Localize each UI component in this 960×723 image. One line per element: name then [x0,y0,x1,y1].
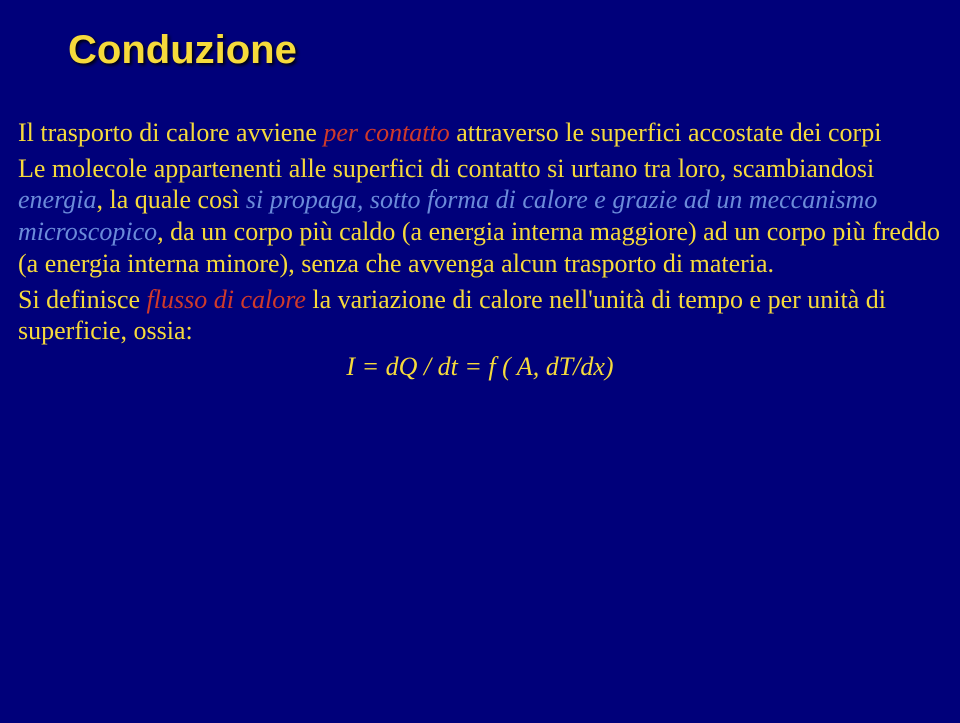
per-contatto: per contatto [323,118,449,147]
p1-lead: Il trasporto di calore avviene [18,118,323,147]
paragraph-3: Si definisce flusso di calore la variazi… [18,284,942,347]
energia: energia [18,185,96,214]
p2-t1: Le molecole appartenenti alle superfici … [18,154,874,183]
p1-rest: attraverso le superfici accostate dei co… [450,118,882,147]
slide: Conduzione Il trasporto di calore avvien… [0,0,960,723]
p2-t3: , da un corpo più caldo (a energia inter… [18,217,940,278]
p3-t1: Si definisce [18,285,147,314]
slide-body: Il trasporto di calore avviene per conta… [18,117,942,383]
p2-t2: , la quale così [96,185,245,214]
formula: I = dQ / dt = f ( A, dT/dx) [18,351,942,383]
slide-title: Conduzione [68,28,942,73]
flusso-di-calore: flusso di calore [147,285,313,314]
paragraph-1: Il trasporto di calore avviene per conta… [18,117,942,149]
paragraph-2: Le molecole appartenenti alle superfici … [18,153,942,280]
